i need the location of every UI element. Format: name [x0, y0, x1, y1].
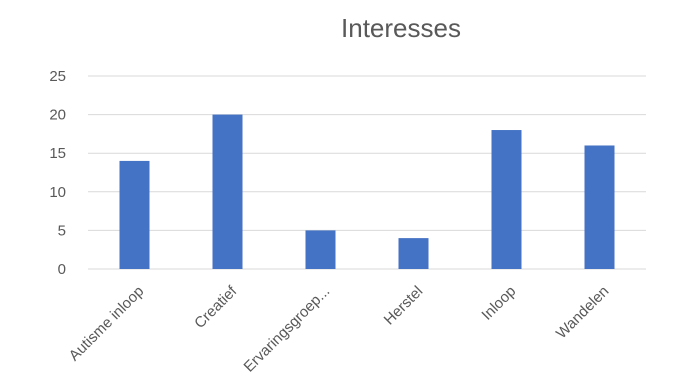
x-tick-label: Inloop: [478, 283, 519, 324]
y-tick-label: 20: [49, 107, 66, 124]
x-tick-label: Ervaringsgroep...: [241, 283, 334, 376]
bar: [584, 145, 615, 269]
bar: [305, 230, 336, 269]
x-axis-labels: Autisme inloop Creatief Ervaringsgroep... H…: [66, 282, 613, 375]
bar: [491, 130, 522, 269]
bar: [398, 238, 429, 269]
y-tick-label: 5: [58, 222, 66, 239]
y-axis-ticks: 0 5 10 15 20 25: [49, 68, 66, 278]
y-tick-label: 0: [58, 261, 66, 278]
x-tick-label: Herstel: [381, 283, 427, 329]
y-tick-label: 25: [49, 68, 66, 85]
x-tick-label: Wandelen: [553, 283, 612, 342]
bar: [119, 160, 150, 269]
bars: [119, 114, 615, 269]
y-tick-label: 10: [49, 184, 66, 201]
bar: [212, 114, 243, 269]
gridlines: [88, 75, 646, 270]
chart-title: Interesses: [341, 13, 461, 43]
y-tick-label: 15: [49, 145, 66, 162]
x-tick-label: Creatief: [191, 282, 241, 332]
x-tick-label: Autisme inloop: [66, 283, 148, 365]
